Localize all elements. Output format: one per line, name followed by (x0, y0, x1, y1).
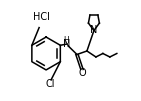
Text: Cl: Cl (45, 79, 55, 89)
Text: H: H (63, 36, 69, 45)
Text: N: N (63, 39, 71, 49)
Text: O: O (78, 68, 86, 78)
Text: HCl: HCl (33, 12, 50, 22)
Text: N: N (90, 25, 98, 35)
